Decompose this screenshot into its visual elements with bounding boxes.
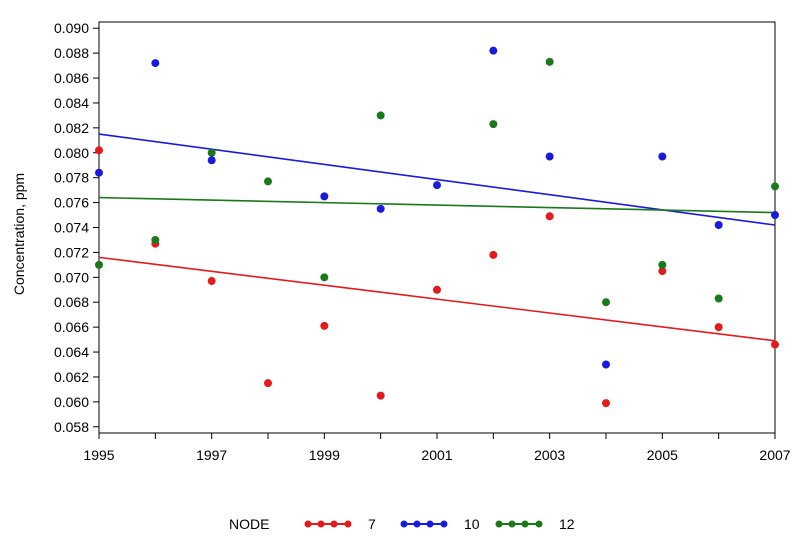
legend-marker-node-7 — [317, 520, 325, 528]
trend-line-node-7 — [98, 256, 776, 342]
data-point-node-7 — [602, 399, 610, 408]
y-tick-label: 0.062 — [54, 369, 89, 385]
x-tick-label: 2007 — [759, 447, 790, 463]
legend: NODE 7 10 12 — [229, 516, 575, 532]
legend-marker-node-12 — [495, 520, 503, 528]
y-tick-label: 0.078 — [54, 170, 89, 186]
data-point-node-12 — [151, 235, 160, 244]
data-point-node-10 — [489, 46, 498, 55]
data-point-node-7 — [320, 321, 329, 330]
data-point-node-7 — [714, 323, 723, 332]
data-point-node-10 — [658, 152, 667, 161]
y-tick-label: 0.068 — [54, 294, 89, 310]
data-point-node-7 — [207, 277, 216, 286]
trend-line-node-10 — [98, 133, 776, 226]
legend-title: NODE — [229, 516, 269, 532]
data-point-node-12 — [602, 298, 610, 307]
y-tick-label: 0.080 — [54, 145, 89, 161]
data-point-node-12 — [320, 273, 329, 282]
data-point-node-7 — [489, 250, 498, 259]
data-point-node-12 — [95, 260, 103, 269]
data-point-node-7 — [771, 340, 779, 349]
y-tick-label: 0.058 — [54, 419, 89, 435]
data-point-node-12 — [376, 111, 385, 120]
data-point-node-12 — [207, 148, 216, 157]
data-points — [95, 46, 779, 408]
data-point-node-10 — [376, 204, 385, 213]
legend-marker-node-12 — [521, 520, 529, 528]
x-tick-label: 1999 — [309, 447, 340, 463]
legend-marker-node-12 — [508, 520, 516, 528]
data-point-node-10 — [207, 156, 216, 165]
x-tick-label: 2005 — [647, 447, 678, 463]
x-tick-label: 2003 — [534, 447, 565, 463]
y-axis-title: Concentration, ppm — [11, 173, 27, 295]
data-point-node-12 — [489, 120, 498, 129]
data-point-node-12 — [714, 294, 723, 303]
data-point-node-10 — [545, 152, 554, 161]
y-axis: 0.058 0.060 0.062 0.064 0.066 0.068 0.070 0.072… — [54, 20, 99, 435]
trend-lines — [98, 133, 776, 342]
data-point-node-10 — [771, 211, 779, 220]
y-tick-label: 0.084 — [54, 95, 89, 111]
legend-marker-node-10 — [400, 520, 408, 528]
legend-marker-node-7 — [330, 520, 338, 528]
x-tick-label: 2001 — [421, 447, 452, 463]
legend-marker-node-7 — [304, 520, 312, 528]
y-tick-label: 0.066 — [54, 319, 89, 335]
data-point-node-7 — [658, 267, 667, 276]
x-tick-label: 1997 — [196, 447, 227, 463]
legend-marker-node-12 — [535, 520, 543, 528]
data-point-node-10 — [151, 59, 160, 68]
y-tick-label: 0.090 — [54, 20, 89, 36]
y-tick-label: 0.074 — [54, 220, 89, 236]
x-axis: 1995 1997 1999 2001 2003 2005 2007 — [83, 433, 791, 463]
y-tick-label: 0.082 — [54, 120, 89, 136]
y-tick-label: 0.060 — [54, 394, 89, 410]
data-point-node-10 — [602, 360, 610, 369]
data-point-node-10 — [95, 168, 103, 177]
data-point-node-12 — [545, 57, 554, 66]
data-point-node-12 — [658, 260, 667, 269]
data-point-node-7 — [376, 391, 385, 400]
data-point-node-7 — [433, 285, 441, 294]
trend-line-node-12 — [98, 196, 776, 214]
legend-marker-node-10 — [413, 520, 421, 528]
plot-frame — [98, 21, 776, 434]
y-tick-label: 0.070 — [54, 269, 89, 285]
y-tick-label: 0.086 — [54, 70, 89, 86]
legend-marker-node-7 — [344, 520, 352, 528]
data-point-node-10 — [433, 181, 441, 190]
x-tick-label: 1995 — [83, 447, 114, 463]
y-tick-label: 0.088 — [54, 45, 89, 61]
data-point-node-7 — [264, 379, 272, 388]
data-point-node-7 — [95, 146, 103, 155]
data-point-node-12 — [264, 177, 272, 186]
data-point-node-12 — [771, 182, 779, 191]
data-point-node-10 — [714, 221, 723, 230]
y-tick-label: 0.076 — [54, 195, 89, 211]
legend-marker-node-10 — [426, 520, 434, 528]
y-tick-label: 0.064 — [54, 344, 89, 360]
legend-marker-node-10 — [440, 520, 448, 528]
data-point-node-7 — [545, 212, 554, 221]
legend-label-node-10: 10 — [464, 516, 480, 532]
y-tick-label: 0.072 — [54, 244, 89, 260]
data-point-node-10 — [320, 192, 329, 201]
legend-label-node-7: 7 — [368, 516, 376, 532]
legend-label-node-12: 12 — [559, 516, 575, 532]
